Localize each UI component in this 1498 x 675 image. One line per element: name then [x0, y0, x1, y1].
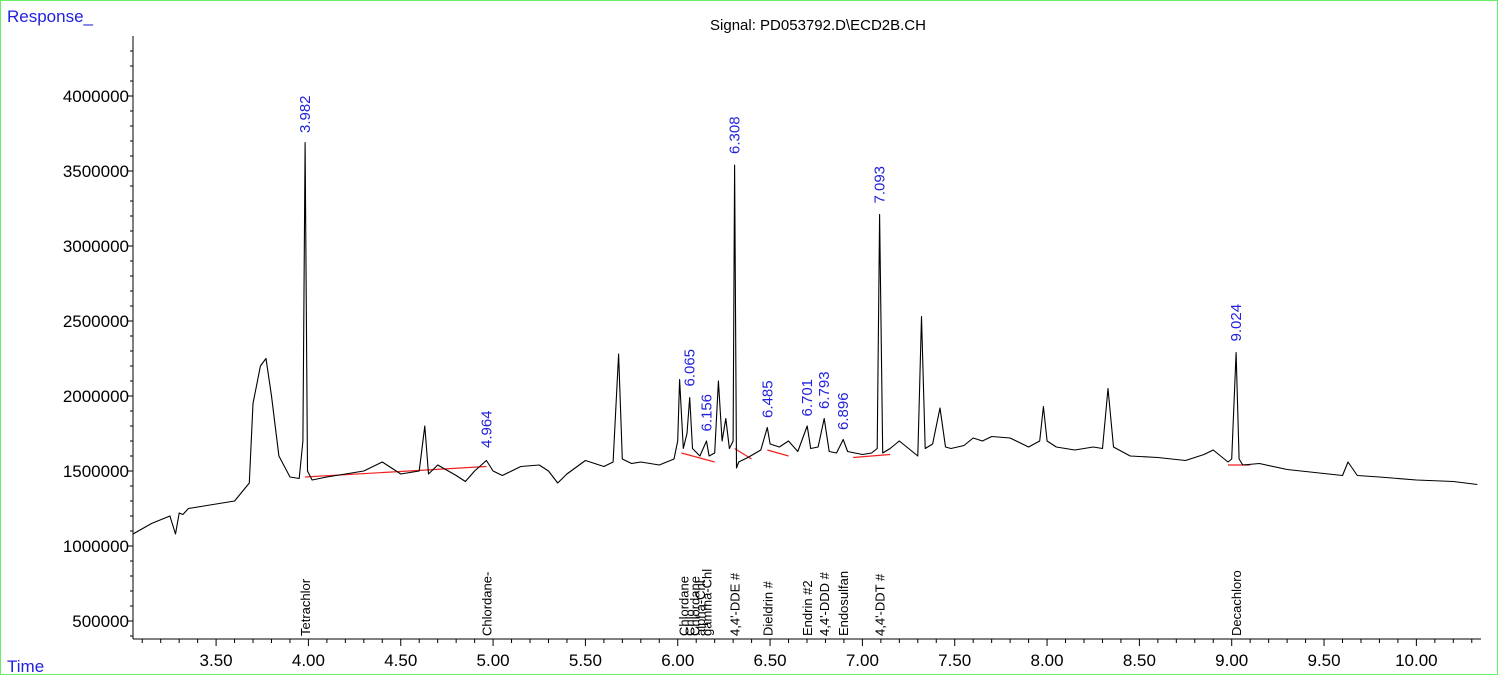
baseline-segments — [305, 447, 1251, 478]
signal-line — [132, 141, 1478, 535]
retention-time-label: 3.982 — [297, 95, 314, 133]
compound-label: 4,4'-DDT # — [873, 573, 888, 636]
baseline-segment — [767, 449, 789, 457]
compound-label: Tetrachlor — [298, 578, 313, 636]
y-tick-label: 1500000 — [63, 462, 129, 481]
compound-label: 4,4'-DDE # — [728, 572, 743, 636]
compound-label: Endrin #2 — [800, 580, 815, 636]
compound-label: Endosulfan — [836, 571, 851, 636]
x-tick-label: 7.00 — [846, 651, 879, 670]
chart-title: Signal: PD053792.D\ECD2B.CH — [710, 17, 926, 34]
y-axis-label: Response_ — [7, 7, 94, 26]
x-tick-label: 8.50 — [1123, 651, 1156, 670]
compound-labels: Tetrachlor Chlordane- ChlordaneChloChlorda… — [298, 569, 1244, 636]
axes: 500000 1000000 1500000 2000000 2500000 300000… — [63, 36, 1481, 670]
baseline-segment — [305, 465, 487, 478]
x-tick-label: 9.00 — [1215, 651, 1248, 670]
compound-label: Chlo — [683, 609, 698, 636]
compound-label: Chlordane — [676, 576, 691, 636]
retention-time-label: 9.024 — [1228, 304, 1245, 342]
baseline-segment — [681, 452, 715, 463]
y-tick-label: 2500000 — [63, 312, 129, 331]
compound-label: alpha-Chl — [693, 580, 708, 636]
x-tick-label: 10.00 — [1395, 651, 1438, 670]
retention-time-label: 6.896 — [835, 392, 852, 430]
x-tick-label: 4.50 — [384, 651, 417, 670]
baseline-segment — [853, 453, 891, 459]
x-tick-label: 6.00 — [661, 651, 694, 670]
compound-label: 4,4'-DDD # — [817, 571, 832, 636]
x-tick-label: 9.50 — [1307, 651, 1340, 670]
retention-time-label: 6.065 — [682, 349, 699, 387]
compound-label: Decachloro — [1229, 570, 1244, 636]
y-tick-label: 4000000 — [63, 87, 129, 106]
y-tick-label: 500000 — [72, 612, 129, 631]
x-axis-label: Time — [7, 657, 44, 675]
x-tick-label: 5.50 — [569, 651, 602, 670]
x-tick-label: 7.50 — [938, 651, 971, 670]
retention-time-label: 6.701 — [799, 379, 816, 417]
x-tick-label: 5.00 — [477, 651, 510, 670]
retention-time-label: 6.156 — [699, 394, 716, 432]
x-tick-label: 6.50 — [754, 651, 787, 670]
x-tick-label: 8.00 — [1031, 651, 1064, 670]
y-tick-label: 3000000 — [63, 237, 129, 256]
compound-label: Chlordane- — [479, 572, 494, 636]
retention-time-label: 6.793 — [816, 371, 833, 409]
retention-time-label: 6.308 — [727, 116, 744, 154]
retention-time-label: 7.093 — [872, 166, 889, 204]
y-tick-label: 2000000 — [63, 387, 129, 406]
compound-label: Dieldrin # — [760, 580, 775, 636]
x-tick-label: 4.00 — [292, 651, 325, 670]
y-tick-label: 3500000 — [63, 162, 129, 181]
retention-time-label: 4.964 — [478, 410, 495, 448]
retention-time-label: 6.485 — [759, 380, 776, 418]
signal-trace — [132, 141, 1478, 535]
compound-label: Chlordane — [687, 576, 702, 636]
y-tick-label: 1000000 — [63, 537, 129, 556]
x-tick-label: 3.50 — [200, 651, 233, 670]
compound-label: gamma-Chl — [700, 569, 715, 636]
